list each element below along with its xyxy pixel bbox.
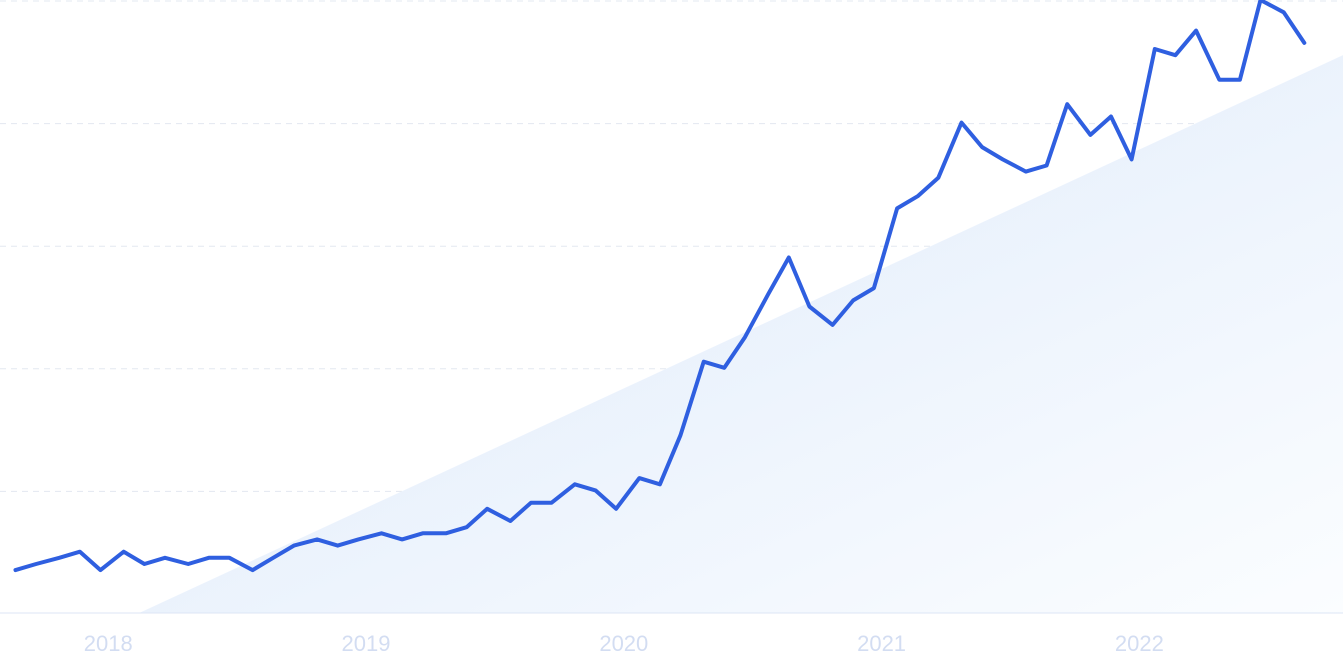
x-tick-label: 2020	[599, 631, 648, 656]
x-axis-tick-labels: 2018 2019 2020 2021 2022	[84, 631, 1164, 656]
x-tick-label: 2021	[857, 631, 906, 656]
series-line	[13, 0, 1307, 573]
x-tick-label: 2018	[84, 631, 133, 656]
trend-area	[139, 55, 1343, 614]
x-tick-label: 2022	[1115, 631, 1164, 656]
x-tick-label: 2019	[342, 631, 391, 656]
